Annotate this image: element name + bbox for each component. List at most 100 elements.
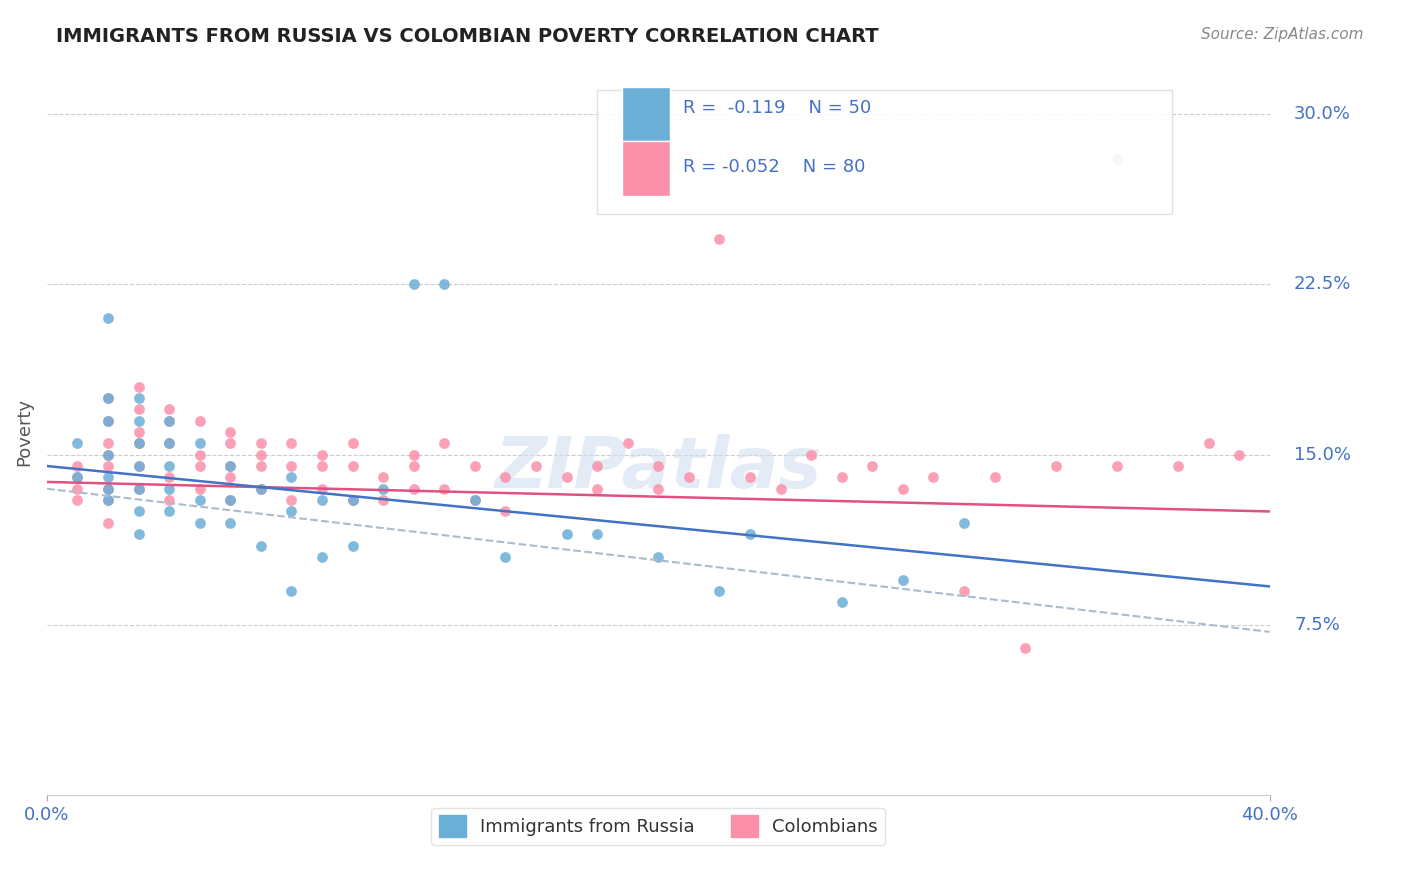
Point	[280, 436, 302, 450]
Point	[1014, 640, 1036, 655]
Point	[157, 482, 180, 496]
Point	[494, 504, 516, 518]
Point	[157, 414, 180, 428]
Point	[373, 470, 395, 484]
Point	[97, 458, 120, 473]
Point	[66, 436, 89, 450]
Point	[128, 436, 150, 450]
Point	[342, 458, 364, 473]
Point	[311, 458, 333, 473]
Point	[342, 436, 364, 450]
Point	[157, 402, 180, 417]
Point	[953, 584, 976, 599]
Text: 30.0%: 30.0%	[1294, 105, 1351, 123]
Point	[188, 414, 211, 428]
Point	[342, 493, 364, 508]
Point	[250, 458, 273, 473]
Point	[188, 493, 211, 508]
Point	[738, 470, 761, 484]
Point	[219, 458, 242, 473]
Text: Source: ZipAtlas.com: Source: ZipAtlas.com	[1201, 27, 1364, 42]
Point	[311, 448, 333, 462]
Point	[373, 482, 395, 496]
Legend: Immigrants from Russia, Colombians: Immigrants from Russia, Colombians	[432, 808, 886, 845]
Point	[128, 458, 150, 473]
Point	[586, 458, 609, 473]
Point	[97, 414, 120, 428]
Point	[97, 493, 120, 508]
Point	[97, 311, 120, 326]
Point	[494, 470, 516, 484]
Point	[891, 573, 914, 587]
Point	[128, 402, 150, 417]
Point	[1045, 458, 1067, 473]
Point	[342, 539, 364, 553]
Point	[464, 493, 486, 508]
Point	[128, 414, 150, 428]
Point	[97, 414, 120, 428]
Point	[402, 458, 425, 473]
Point	[128, 425, 150, 439]
Point	[616, 436, 638, 450]
Point	[280, 458, 302, 473]
Point	[555, 527, 578, 541]
Point	[97, 482, 120, 496]
Point	[219, 493, 242, 508]
Point	[524, 458, 547, 473]
Point	[709, 584, 731, 599]
Text: 15.0%: 15.0%	[1294, 446, 1351, 464]
Point	[188, 458, 211, 473]
Point	[188, 448, 211, 462]
Point	[1198, 436, 1220, 450]
Point	[738, 527, 761, 541]
Point	[66, 493, 89, 508]
Point	[831, 595, 853, 609]
Point	[219, 470, 242, 484]
Point	[586, 482, 609, 496]
Point	[1105, 458, 1128, 473]
Point	[402, 277, 425, 292]
Point	[157, 414, 180, 428]
Point	[250, 482, 273, 496]
Point	[250, 448, 273, 462]
Point	[188, 482, 211, 496]
Point	[128, 527, 150, 541]
Point	[97, 516, 120, 530]
Point	[494, 549, 516, 564]
Point	[586, 527, 609, 541]
Point	[157, 504, 180, 518]
Point	[250, 482, 273, 496]
Point	[1105, 153, 1128, 167]
Point	[97, 470, 120, 484]
Point	[311, 549, 333, 564]
Point	[464, 493, 486, 508]
Point	[66, 470, 89, 484]
Point	[157, 436, 180, 450]
Point	[66, 482, 89, 496]
Point	[800, 448, 823, 462]
Point	[311, 493, 333, 508]
Point	[219, 458, 242, 473]
Point	[1227, 448, 1250, 462]
Point	[97, 436, 120, 450]
Point	[1167, 458, 1189, 473]
Point	[709, 232, 731, 246]
Point	[433, 277, 456, 292]
Point	[188, 516, 211, 530]
Point	[97, 391, 120, 405]
Point	[555, 470, 578, 484]
Point	[66, 470, 89, 484]
Point	[953, 516, 976, 530]
Point	[983, 470, 1005, 484]
Point	[922, 470, 945, 484]
Point	[157, 458, 180, 473]
FancyBboxPatch shape	[598, 90, 1171, 214]
Text: 22.5%: 22.5%	[1294, 276, 1351, 293]
Point	[891, 482, 914, 496]
Point	[188, 436, 211, 450]
Point	[97, 493, 120, 508]
Point	[97, 448, 120, 462]
Point	[97, 448, 120, 462]
Point	[157, 436, 180, 450]
Point	[342, 493, 364, 508]
